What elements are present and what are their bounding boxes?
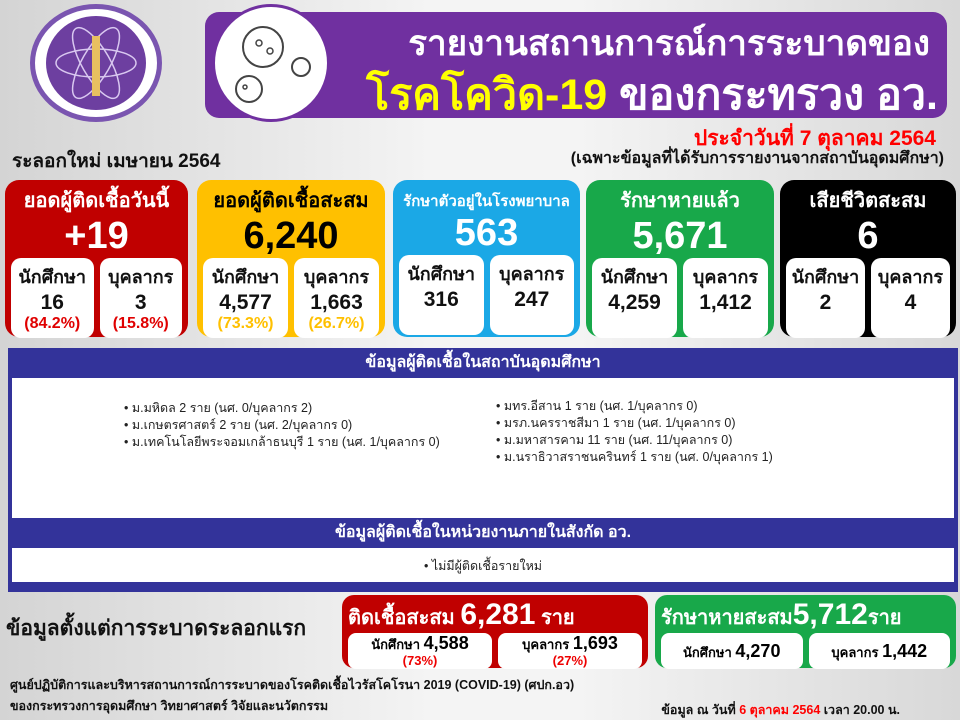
cumulative-infected-value: 6,281: [460, 598, 536, 631]
unit: ราย: [867, 607, 902, 629]
title-ministry: ของกระทรวง อว.: [619, 71, 938, 119]
cumulative-staff: บุคลากร 1,693 (27%): [498, 633, 642, 669]
ministry-logo: [30, 4, 162, 122]
infection-panel: ข้อมูลผู้ติดเชื้อในสถาบันอุดมศึกษา ม.มหิ…: [8, 348, 958, 592]
stat-card: รักษาหายแล้ว 5,671 นักศึกษา 4,259 บุคลากร…: [586, 180, 774, 338]
wave-label: ระลอกใหม่ เมษายน 2564: [12, 151, 221, 172]
virus-icon: [212, 4, 330, 122]
report-date: ประจำวันที่ 7 ตุลาคม 2564: [693, 127, 936, 150]
stat-card: เสียชีวิตสะสม 6 นักศึกษา 2 บุคลากร 4: [780, 180, 956, 338]
card-title: รักษาหายแล้ว: [620, 190, 740, 212]
student-box: นักศึกษา 4,259: [592, 258, 677, 338]
unit: ราย: [540, 607, 575, 629]
title-line2: โรคโควิด-19 ของกระทรวง อว.: [330, 60, 938, 128]
institution-item: ม.นราธิวาสราชนครินทร์ 1 ราย (นศ. 0/บุคลา…: [496, 449, 773, 466]
card-title: รักษาตัวอยู่ในโรงพยาบาล: [403, 193, 570, 210]
title-line1: รายงานสถานการณ์การระบาดของ: [408, 24, 930, 63]
pct: (15.8%): [112, 315, 169, 332]
institution-list: ม.มหิดล 2 ราย (นศ. 0/บุคลากร 2)ม.เกษตรศา…: [12, 378, 954, 518]
card-value: 6,240: [243, 215, 339, 257]
cumulative-students: นักศึกษา 4,588 (73%): [348, 633, 492, 669]
recovered-students: นักศึกษา 4,270: [661, 633, 803, 669]
cumulative-recovered-value: 5,712: [792, 598, 868, 631]
institution-item: ม.เกษตรศาสตร์ 2 ราย (นศ. 2/บุคลากร 0): [124, 417, 440, 434]
card-title: เสียชีวิตสะสม: [809, 190, 927, 212]
student-box: นักศึกษา 316: [399, 255, 484, 335]
card-title: ยอดผู้ติดเชื้อสะสม: [213, 190, 369, 212]
institution-list-left: ม.มหิดล 2 ราย (นศ. 0/บุคลากร 2)ม.เกษตรศา…: [124, 400, 440, 451]
title-disease: โรคโควิด-19: [366, 71, 608, 119]
institution-item: ม.มหาสารคาม 11 ราย (นศ. 11/บุคลากร 0): [496, 432, 773, 449]
institution-item: มรภ.นครราชสีมา 1 ราย (นศ. 1/บุคลากร 0): [496, 415, 773, 432]
institution-list-right: มทร.อีสาน 1 ราย (นศ. 1/บุคลากร 0)มรภ.นคร…: [496, 398, 773, 466]
cumulative-recovered-label: รักษาหายสะสม: [661, 607, 793, 629]
stat-card: รักษาตัวอยู่ในโรงพยาบาล 563 นักศึกษา 316 …: [393, 180, 580, 337]
institution-item: ม.เทคโนโลยีพระจอมเกล้าธนบุรี 1 ราย (นศ. …: [124, 434, 440, 451]
card-value: 6: [857, 215, 879, 257]
data-note: (เฉพาะข้อมูลที่ได้รับการรายงานจากสถาบันอ…: [570, 150, 944, 167]
since-first-label: ข้อมูลตั้งแต่การระบาดระลอกแรก: [6, 617, 307, 640]
agency-item: ไม่มีผู้ติดเชื้อรายใหม่: [424, 558, 542, 575]
panel-title-institutions: ข้อมูลผู้ติดเชื้อในสถาบันอุดมศึกษา: [365, 354, 601, 371]
student-box: นักศึกษา 4,577 (73.3%): [203, 258, 288, 338]
footer-line1: ศูนย์ปฏิบัติการและบริหารสถานการณ์การระบา…: [10, 678, 575, 692]
staff-box: บุคลากร 4: [871, 258, 950, 338]
stat-card: ยอดผู้ติดเชื้อสะสม 6,240 นักศึกษา 4,577 (7…: [197, 180, 385, 338]
pct: (73.3%): [217, 315, 274, 332]
student-box: นักศึกษา 2: [786, 258, 865, 338]
as-of: ข้อมูล ณ วันที่ 6 ตุลาคม 2564 เวลา 20.00…: [661, 703, 900, 717]
institution-item: มทร.อีสาน 1 ราย (นศ. 1/บุคลากร 0): [496, 398, 773, 415]
institution-item: ม.มหิดล 2 ราย (นศ. 0/บุคลากร 2): [124, 400, 440, 417]
staff-box: บุคลากร 3 (15.8%): [99, 258, 182, 338]
card-value: 563: [454, 212, 519, 254]
pct: (84.2%): [24, 315, 81, 332]
staff-box: บุคลากร 247: [489, 255, 574, 335]
cumulative-infected-box: ติดเชื้อสะสม 6,281 ราย นักศึกษา 4,588 (73…: [342, 595, 648, 669]
cumulative-recovered-box: รักษาหายสะสม5,712ราย นักศึกษา 4,270 บุคล…: [655, 595, 956, 669]
cumulative-infected-label: ติดเชื้อสะสม: [348, 607, 455, 629]
panel-title-agencies: ข้อมูลผู้ติดเชื้อในหน่วยงานภายในสังกัด อ…: [334, 524, 632, 541]
footer-line2: ของกระทรวงการอุดมศึกษา วิทยาศาสตร์ วิจัย…: [10, 699, 329, 713]
staff-box: บุคลากร 1,412: [683, 258, 768, 338]
recovered-staff: บุคลากร 1,442: [808, 633, 950, 669]
staff-box: บุคลากร 1,663 (26.7%): [294, 258, 379, 338]
card-title: ยอดผู้ติดเชื้อวันนี้: [23, 190, 170, 212]
stat-card: ยอดผู้ติดเชื้อวันนี้ +19 นักศึกษา 16 (84.2…: [5, 180, 188, 338]
card-value: +19: [64, 215, 129, 257]
pct: (26.7%): [308, 315, 365, 332]
logo-emblem-icon: [46, 16, 146, 110]
card-value: 5,671: [632, 215, 728, 257]
student-box: นักศึกษา 16 (84.2%): [11, 258, 94, 338]
